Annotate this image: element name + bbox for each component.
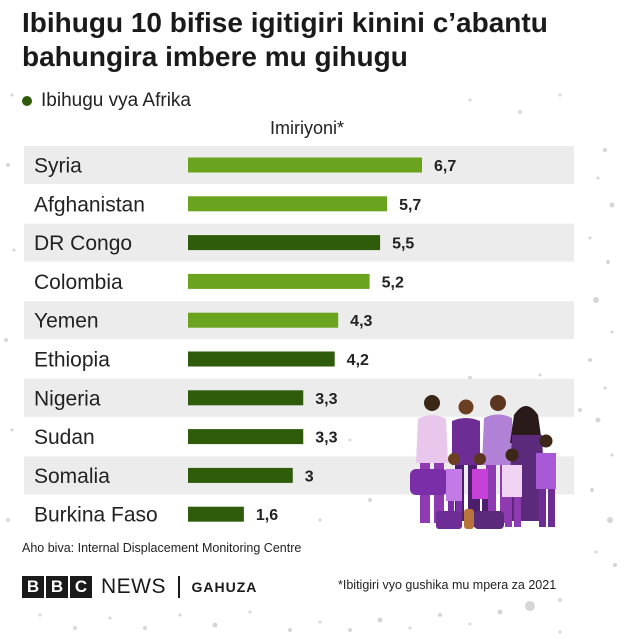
value-label: 5,7 [399,197,421,214]
bar [188,235,381,251]
legend: Ibihugu vya Afrika [22,90,191,112]
category-label: Syria [34,155,82,178]
logo-divider [178,576,180,598]
value-label: 5,5 [392,236,414,253]
category-label: Burkina Faso [34,504,158,527]
displaced-family-illustration [410,395,556,529]
bar [188,157,422,173]
bbc-letter-c: C [70,576,92,598]
source-note: Aho biva: Internal Displacement Monitori… [22,541,302,555]
category-label: Sudan [34,426,95,449]
bar [188,467,293,483]
category-label: Yemen [34,310,99,333]
bar [188,351,335,367]
chart-title: Ibihugu 10 bifise igitigiri kinini c’aba… [22,7,548,72]
value-label: 4,2 [347,352,369,369]
category-label: Colombia [34,271,123,294]
bbc-letter-b1: B [22,576,44,598]
bar [188,196,388,212]
category-label: Somalia [34,465,110,488]
value-label: 6,7 [434,158,456,175]
footnote: *Ibitigiri vyo gushika mu mpera za 2021 [338,578,557,592]
legend-label: Ibihugu vya Afrika [41,90,191,111]
bar [188,429,304,445]
category-label: Ethiopia [34,349,110,372]
category-label: Afghanistan [34,193,145,216]
value-label: 4,3 [350,313,372,330]
category-label: Nigeria [34,387,101,410]
legend-dot-icon [22,96,32,106]
bar [188,506,244,522]
value-label: 3,3 [315,430,337,447]
bar [188,390,304,406]
news-wordmark: NEWS [101,575,166,598]
bbc-news-logo: B B C NEWS GAHUZA [22,575,257,599]
bar [188,273,370,289]
service-name: GAHUZA [191,579,258,595]
bbc-letter-b2: B [46,576,68,598]
value-label: 3 [305,468,314,485]
value-label: 3,3 [315,391,337,408]
value-label: 5,2 [382,274,404,291]
category-label: DR Congo [34,232,132,255]
unit-label: Imiriyoni* [270,118,345,138]
value-label: 1,6 [256,507,278,524]
bar [188,312,339,328]
bar-chart: Syria 6,7 Afghanistan 5,7 DR Congo 5,5 Colombi… [24,146,574,527]
